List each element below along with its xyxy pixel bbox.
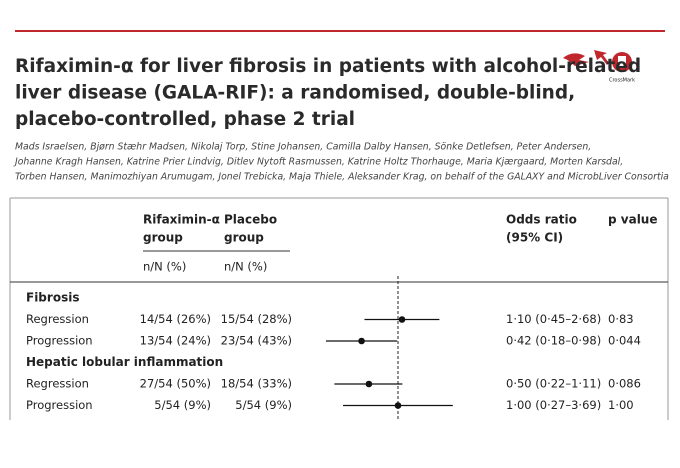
- cell: 0·50 (0·22–1·11): [506, 377, 601, 391]
- cell: 18/54 (33%): [221, 377, 292, 391]
- cell: 13/54 (24%): [140, 334, 211, 348]
- column-header: Rifaximin-α: [143, 213, 220, 227]
- title: liver disease (GALA-RIF): a randomised, …: [15, 83, 575, 104]
- row-label: Progression: [26, 398, 93, 412]
- cell: 1·00: [608, 398, 634, 412]
- row-label: Regression: [26, 312, 89, 326]
- logo: [563, 50, 632, 72]
- crossmark-label: CrossMark: [609, 78, 635, 84]
- section-title: Fibrosis: [26, 291, 79, 305]
- cell: 5/54 (9%): [154, 398, 211, 412]
- row-label: Progression: [26, 334, 93, 348]
- title: placebo-controlled, phase 2 trial: [15, 109, 355, 130]
- odds-ratio-point: [365, 380, 373, 388]
- cell: 0·42 (0·18–0·98): [506, 334, 601, 348]
- column-header: p value: [608, 213, 657, 227]
- odds-ratio-point: [394, 402, 402, 409]
- column-unit: n/N (%): [143, 260, 186, 274]
- section-title: Hepatic lobular inflammation: [26, 355, 223, 369]
- cell: 1·10 (0·45–2·68): [506, 312, 601, 326]
- cell: 27/54 (50%): [140, 377, 211, 391]
- cell: 0·83: [608, 312, 634, 326]
- odds-ratio-point: [398, 316, 406, 323]
- cell: 14/54 (26%): [140, 312, 211, 326]
- cell: 5/54 (9%): [235, 398, 292, 412]
- title: Rifaximin-α for liver fibrosis in patien…: [15, 56, 641, 77]
- row-label: Regression: [26, 377, 89, 391]
- odds-ratio-point: [358, 337, 365, 345]
- column-header: group: [224, 231, 264, 245]
- column-unit: n/N (%): [224, 260, 267, 274]
- column-header: Odds ratio: [506, 213, 577, 227]
- column-header: (95% CI): [506, 231, 563, 245]
- column-header: Placebo: [224, 213, 277, 227]
- cell: 23/54 (43%): [221, 334, 292, 348]
- authors: Johanne Kragh Hansen, Katrine Prier Lind…: [13, 157, 623, 168]
- authors: Torben Hansen, Manimozhiyan Arumugam, Jo…: [15, 172, 669, 183]
- cell: 15/54 (28%): [221, 312, 292, 326]
- column-header: group: [143, 231, 183, 245]
- authors: Mads Israelsen, Bjørn Stæhr Madsen, Niko…: [15, 142, 591, 153]
- cell: 0·086: [608, 377, 641, 391]
- cell: 0·044: [608, 334, 641, 348]
- cell: 1·00 (0·27–3·69): [506, 398, 601, 412]
